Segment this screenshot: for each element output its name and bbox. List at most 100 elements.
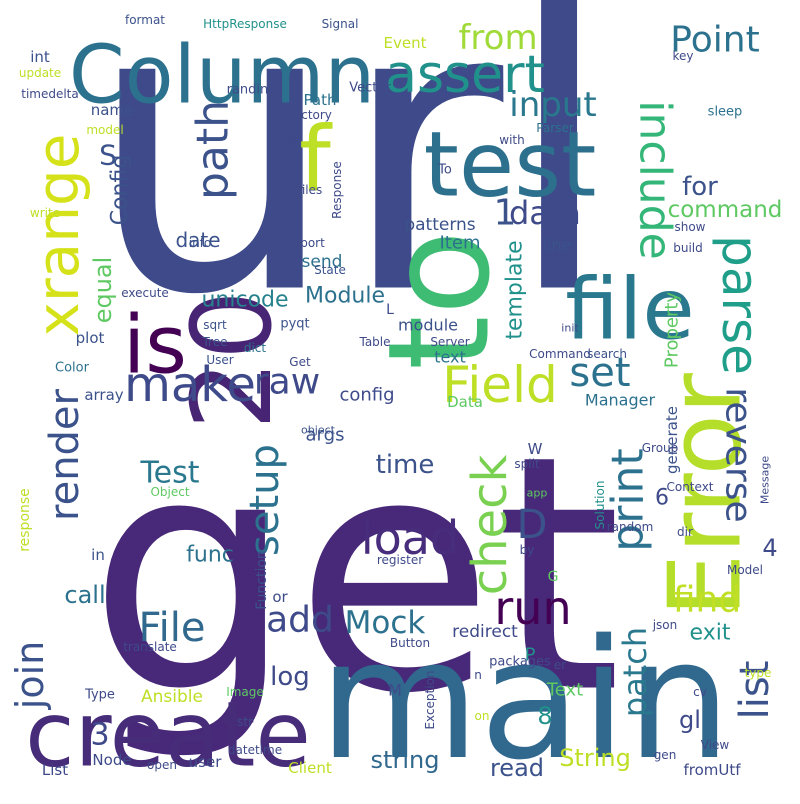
word: run xyxy=(494,581,571,635)
word: Ansible xyxy=(141,687,203,707)
word: func xyxy=(186,543,234,568)
word: String xyxy=(559,744,631,772)
word: random xyxy=(607,520,654,534)
word: raw xyxy=(254,362,320,403)
word: gen xyxy=(654,748,677,762)
word: P xyxy=(525,645,536,666)
word: generate xyxy=(663,406,681,474)
word: for xyxy=(682,172,718,202)
word: create xyxy=(25,683,311,788)
word: assert xyxy=(385,45,545,105)
word: add xyxy=(266,600,334,641)
word: read xyxy=(490,754,544,782)
word: xrange xyxy=(24,134,92,337)
word: model xyxy=(86,123,123,137)
word: Group xyxy=(642,441,679,455)
word: cv xyxy=(693,685,707,699)
word: int xyxy=(30,48,50,66)
word: file xyxy=(565,261,694,360)
word: with xyxy=(499,133,524,147)
word: build xyxy=(673,241,703,255)
word: Path xyxy=(304,91,337,109)
word: Context xyxy=(666,480,713,494)
word: Manager xyxy=(585,391,656,410)
word: on xyxy=(475,709,490,723)
word: sqrt xyxy=(203,318,227,332)
word: dir xyxy=(677,525,693,539)
word: To xyxy=(437,163,452,178)
word: Type xyxy=(84,688,115,703)
word: list xyxy=(732,661,778,720)
word: test xyxy=(424,113,597,218)
word: command xyxy=(668,197,783,223)
word: setup xyxy=(242,444,288,556)
word: render xyxy=(42,388,88,521)
word: split xyxy=(514,457,540,471)
word: app xyxy=(527,487,548,500)
word: convert xyxy=(378,197,392,243)
word: search xyxy=(587,347,627,361)
word: Event xyxy=(384,34,427,52)
word: Parser xyxy=(536,121,574,135)
word: module xyxy=(398,316,458,335)
word: 20 xyxy=(168,290,296,430)
word: Property xyxy=(662,292,683,369)
word: get xyxy=(88,386,622,765)
word: string xyxy=(371,746,440,774)
word: data xyxy=(509,194,581,232)
word: packages xyxy=(489,655,551,670)
word: dict xyxy=(244,341,267,355)
word: to xyxy=(359,230,522,371)
word: View xyxy=(701,738,730,752)
word: from xyxy=(458,18,537,58)
word: Column xyxy=(69,29,375,122)
word: include xyxy=(630,100,681,259)
word: make xyxy=(124,357,256,413)
word: init xyxy=(561,322,579,335)
word: Exception xyxy=(423,670,437,729)
word: template xyxy=(503,240,528,339)
word: response xyxy=(17,488,33,552)
word: format xyxy=(125,13,165,27)
word: register xyxy=(377,553,423,567)
word: File xyxy=(139,605,206,651)
word: send xyxy=(302,252,343,272)
word: Get xyxy=(289,355,311,369)
word: 4 xyxy=(762,534,777,562)
word: W xyxy=(528,440,543,458)
word: Text xyxy=(546,680,583,701)
word: Tree xyxy=(201,335,227,349)
word: patch xyxy=(616,627,654,717)
word: sleep xyxy=(708,105,743,120)
word: args xyxy=(306,425,345,446)
word: Error xyxy=(647,372,764,617)
word: print xyxy=(603,448,654,551)
word: user xyxy=(189,753,223,771)
word: datetime xyxy=(228,743,282,757)
word: Signal xyxy=(322,17,359,31)
word: Table xyxy=(358,335,390,349)
word: timedelta xyxy=(21,87,79,101)
word: fromUtf xyxy=(683,761,741,779)
word: Config xyxy=(108,155,133,226)
word: 1 xyxy=(494,193,517,234)
word: pyqt xyxy=(280,317,309,332)
word: randint xyxy=(227,83,274,98)
word: info xyxy=(189,236,212,250)
word: or xyxy=(272,588,288,606)
word: show xyxy=(674,220,705,234)
word: er xyxy=(554,658,566,672)
word: url xyxy=(85,0,614,383)
word: name xyxy=(91,101,134,119)
word: load xyxy=(361,511,459,565)
word: exit xyxy=(690,621,731,646)
word: input xyxy=(509,85,596,125)
word: log xyxy=(270,662,310,692)
word: Factory xyxy=(288,108,332,122)
word: time xyxy=(376,450,435,480)
word: config xyxy=(339,385,394,406)
word: List xyxy=(42,761,68,779)
word: patterns xyxy=(404,215,475,235)
word: Function xyxy=(254,550,270,610)
